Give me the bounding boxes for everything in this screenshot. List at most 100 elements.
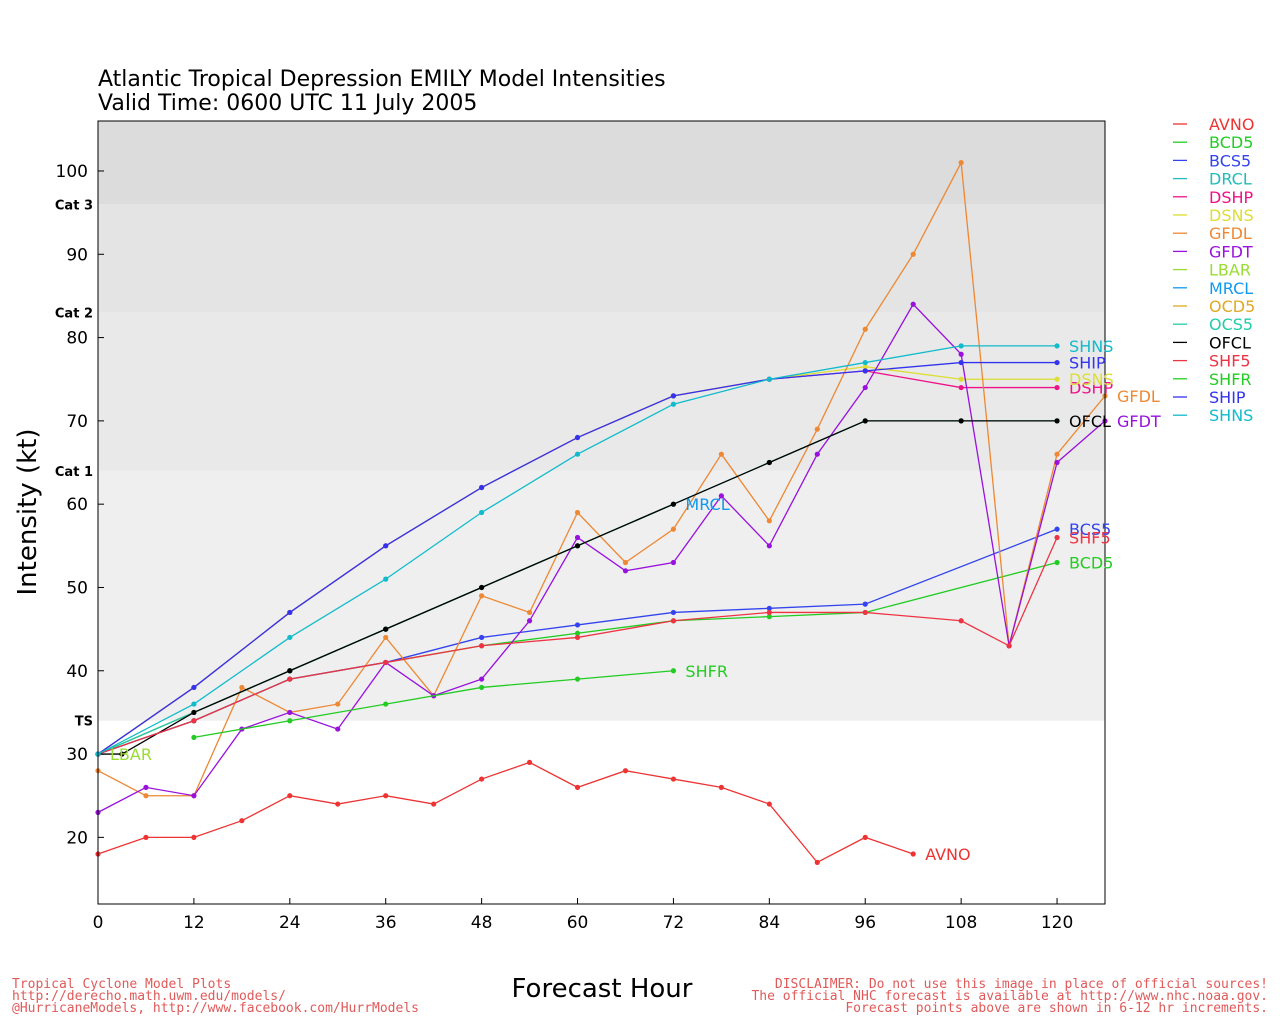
end-label-bcd5: BCD5 (1069, 553, 1113, 572)
legend-label-ofcl: OFCL (1209, 333, 1251, 352)
data-point-gfdl (1054, 451, 1060, 457)
end-label-dshp: DSHP (1069, 379, 1114, 398)
plot-frame (97, 120, 1106, 905)
data-point-shf5 (958, 618, 964, 624)
data-point-gfdt (910, 301, 916, 307)
data-point-ship (191, 684, 197, 691)
chart-title: Atlantic Tropical Depression EMILY Model… (98, 67, 666, 92)
end-label-gfdt: GFDT (1117, 412, 1161, 431)
data-point-avno (766, 801, 772, 807)
data-point-gfdt (670, 559, 677, 566)
legend-label-shf5: SHF5 (1209, 352, 1251, 371)
data-point-avno (814, 859, 820, 865)
data-point-gfdt (718, 493, 724, 499)
series-line-gfdt (97, 303, 1106, 813)
end-label-lbar: LBAR (110, 745, 152, 764)
y-tick-label: 80 (66, 329, 88, 349)
data-point-avno (239, 818, 245, 824)
data-point-bcs5 (1054, 526, 1060, 532)
data-point-shf5 (1054, 534, 1060, 541)
data-point-shns (1054, 343, 1060, 349)
chart-subtitle: Valid Time: 0600 UTC 11 July 2005 (98, 91, 477, 116)
data-point-ofcl (862, 418, 868, 424)
legend-label-lbar: LBAR (1209, 261, 1251, 280)
x-tick-label: 48 (471, 913, 493, 933)
data-point-gfdl (574, 509, 581, 516)
legend-label-drcl: DRCL (1209, 170, 1252, 189)
data-point-avno (670, 776, 677, 782)
data-point-gfdt (287, 709, 293, 716)
data-point-ofcl (119, 751, 125, 757)
data-point-gfdl (526, 609, 533, 616)
data-point-ofcl (383, 626, 389, 632)
data-point-shf5 (479, 643, 485, 649)
data-point-shfr (383, 701, 389, 707)
data-point-dshp (1054, 384, 1060, 391)
series-shns (95, 343, 1060, 757)
data-point-gfdt (191, 793, 197, 799)
data-point-avno (383, 793, 389, 799)
legend: AVNOBCD5BCS5DRCLDSHPDSNSGFDLGFDTLBARMRCL… (1173, 115, 1255, 425)
band-cat-2 (98, 204, 1105, 313)
data-point-bcd5 (1054, 559, 1060, 566)
y-tick-label: 30 (66, 745, 88, 765)
series-line-ofcl (98, 420, 1058, 755)
band-cat-1 (98, 312, 1105, 471)
data-point-shf5 (1006, 643, 1012, 649)
footer-left-line-2: http://derecho.math.uwm.edu/models/ (12, 989, 286, 1004)
data-point-ship (862, 368, 868, 374)
data-point-gfdl (910, 251, 916, 257)
x-tick-label: 72 (663, 913, 685, 933)
intensity-category-bands: TS Cat 1 Cat 2 Cat 3 (55, 121, 1105, 730)
series-line-shf5 (97, 537, 1058, 755)
series-shfr (191, 668, 677, 741)
data-point-shf5 (670, 618, 677, 624)
data-point-shf5 (574, 634, 581, 641)
footer-right-line-3: Forecast points above are shown in 6-12 … (845, 1001, 1268, 1016)
data-point-shns (383, 576, 389, 582)
x-axis-label: Forecast Hour (512, 974, 693, 1004)
data-point-gfdt (862, 384, 868, 391)
data-point-dsns (958, 376, 964, 382)
data-point-gfdl (239, 684, 245, 691)
data-point-bcs5 (862, 601, 868, 607)
footer-right-line-2: The official NHC forecast is available a… (751, 989, 1268, 1004)
footer-right: DISCLAIMER: Do not use this image in pla… (751, 977, 1268, 1016)
series-line-gfdl (97, 160, 1106, 797)
y-tick-label: 40 (66, 662, 88, 682)
series-lines (95, 160, 1108, 865)
end-label-shfr: SHFR (685, 662, 728, 681)
end-label-ofcl: OFCL (1069, 412, 1111, 431)
data-point-bcd5 (766, 614, 772, 620)
legend-label-mrcl: MRCL (1209, 279, 1253, 298)
data-point-shf5 (287, 676, 293, 682)
x-tick-label: 12 (183, 913, 205, 933)
data-point-shf5 (191, 718, 197, 724)
data-point-shfr (670, 668, 677, 674)
data-point-gfdl (335, 701, 341, 707)
x-tick-label: 108 (945, 913, 977, 933)
y-tick-label: 60 (66, 495, 88, 515)
legend-label-gfdt: GFDT (1209, 242, 1253, 261)
legend-label-shfr: SHFR (1209, 370, 1252, 389)
data-point-avno (431, 801, 437, 807)
data-point-dsns (862, 364, 868, 370)
x-tick-label: 24 (279, 913, 301, 933)
band-label-cat-2: Cat 2 (55, 307, 93, 322)
footer-right-line-1: DISCLAIMER: Do not use this image in pla… (775, 977, 1268, 992)
end-label-mrcl: MRCL (685, 495, 729, 514)
data-point-gfdl (766, 518, 772, 524)
data-point-shf5 (862, 609, 868, 616)
data-point-shns (287, 634, 293, 641)
data-point-avno (910, 851, 916, 857)
data-point-gfdl (958, 160, 964, 166)
data-point-gfdt (335, 726, 341, 732)
end-label-dsns: DSNS (1069, 370, 1114, 389)
band-ts (98, 470, 1105, 721)
y-tick-label: 90 (66, 245, 88, 265)
end-label-shf5: SHF5 (1069, 528, 1111, 547)
data-point-gfdt (1054, 459, 1060, 466)
y-tick-label: 100 (56, 162, 88, 182)
